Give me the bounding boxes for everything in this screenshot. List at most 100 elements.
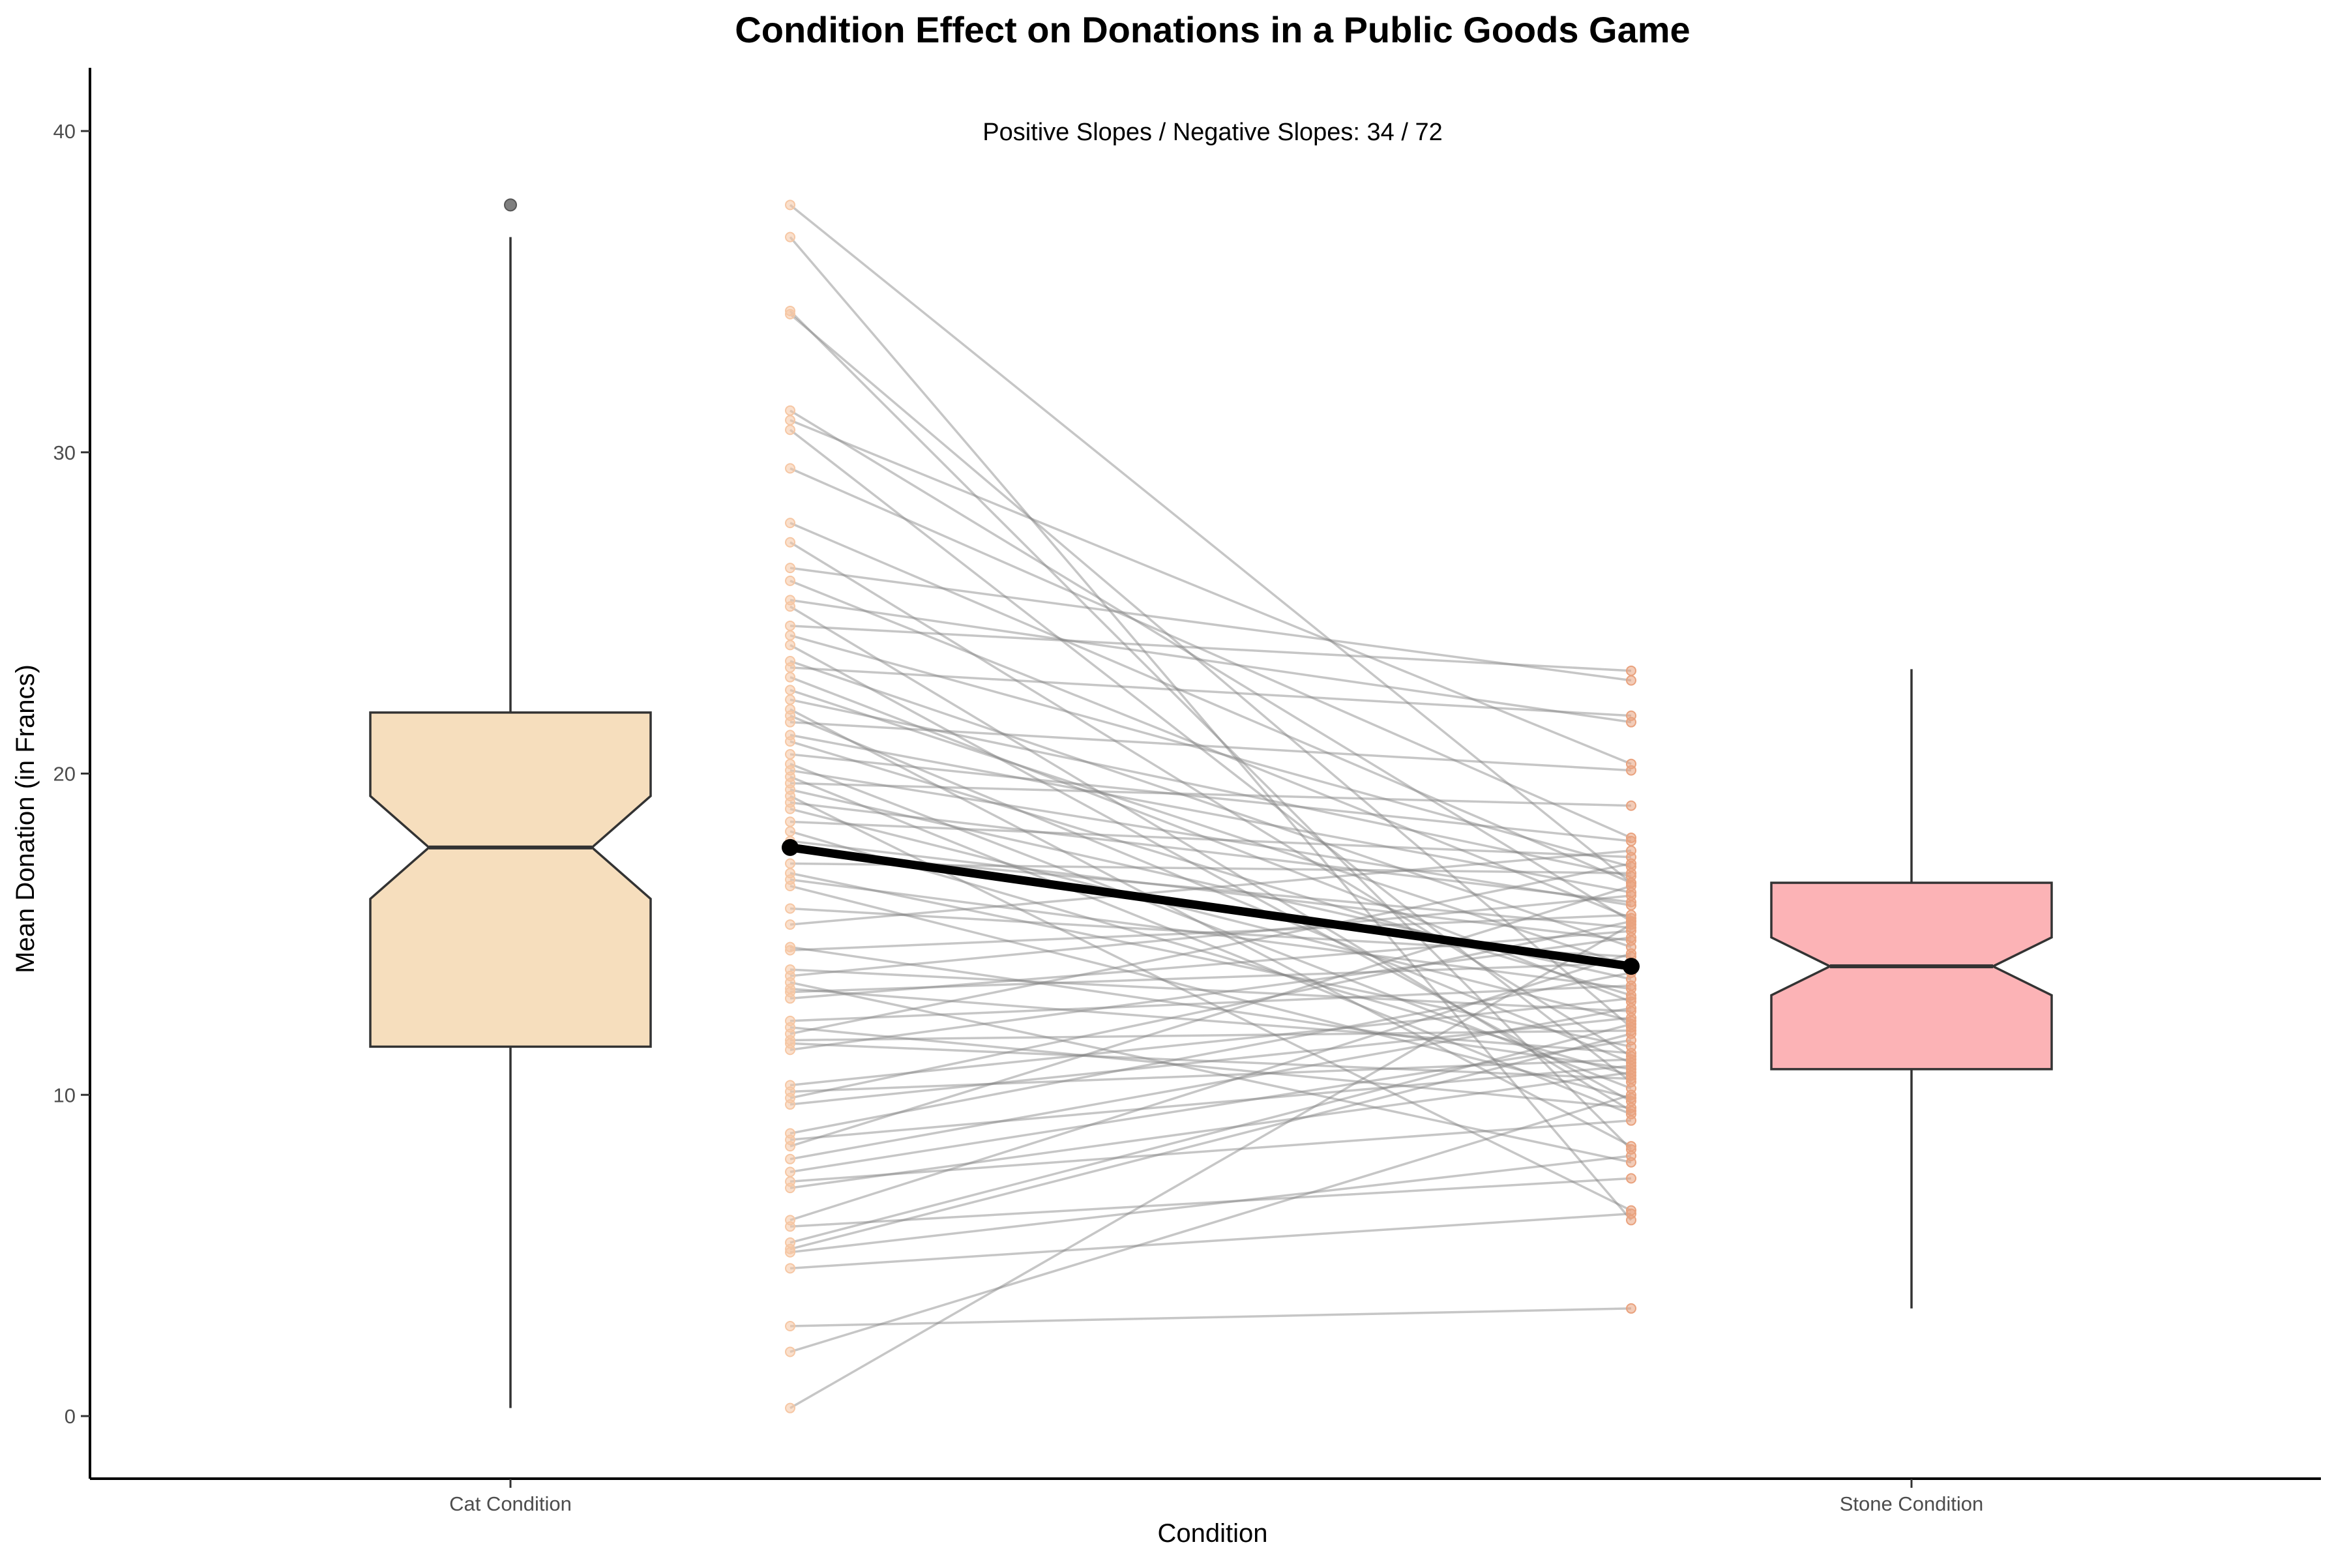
slope-line	[790, 720, 1632, 772]
slope-line	[790, 666, 1632, 717]
point-cat	[785, 717, 795, 728]
slope-line	[790, 936, 1632, 1051]
point-stone	[1626, 1141, 1636, 1152]
slope-line	[790, 984, 1632, 1022]
slope-line	[790, 660, 1632, 949]
slope-line	[790, 698, 1632, 878]
slope-line	[790, 1039, 1632, 1174]
point-stone	[1626, 845, 1636, 856]
point-cat	[785, 803, 795, 814]
point-cat	[785, 308, 795, 319]
point-cat	[785, 685, 795, 696]
slope-line	[790, 1307, 1632, 1327]
slope-line	[790, 605, 1632, 1112]
point-cat	[785, 620, 795, 631]
slope-line	[790, 1119, 1632, 1183]
slope-line	[790, 1065, 1632, 1141]
slope-line	[790, 1093, 1632, 1354]
point-stone	[1626, 1067, 1636, 1078]
slope-line	[790, 913, 1632, 952]
point-cat	[785, 1263, 795, 1274]
slope-line	[790, 952, 1632, 1222]
slope-line	[790, 1032, 1632, 1250]
slope-line	[790, 968, 1632, 1013]
slope-line	[790, 1042, 1632, 1080]
point-stone	[1626, 1102, 1636, 1113]
point-cat	[785, 518, 795, 529]
point-cat	[785, 1183, 795, 1194]
slope-line	[790, 567, 1632, 682]
point-stone	[1626, 858, 1636, 869]
slope-line	[789, 428, 1632, 1083]
slope-line	[790, 522, 1632, 884]
point-cat	[785, 1402, 795, 1413]
slope-line	[790, 769, 1632, 907]
slope-line	[790, 688, 1632, 968]
slope-line	[790, 820, 1632, 859]
point-stone	[1626, 868, 1636, 879]
point-stone	[1626, 890, 1636, 901]
slope-line	[790, 733, 1632, 894]
x-tick-label-cat: Cat Condition	[449, 1492, 572, 1515]
slope-line	[790, 580, 1632, 919]
slope-line	[789, 236, 1632, 1221]
slope-line	[790, 708, 1632, 1147]
slope-line	[790, 782, 1632, 807]
point-cat	[785, 672, 795, 683]
point-cat	[785, 903, 795, 914]
point-cat	[785, 826, 795, 837]
point-cat	[785, 694, 795, 705]
y-tick-label-0: 0	[65, 1405, 76, 1428]
slope-line	[790, 1071, 1632, 1189]
box-cat	[369, 711, 652, 1048]
point-cat	[785, 993, 795, 1004]
point-cat	[785, 748, 795, 760]
point-stone	[1626, 1150, 1636, 1161]
slope-line	[790, 987, 1632, 1054]
slope-line	[790, 643, 1632, 1102]
slope-line	[790, 541, 1632, 1058]
slope-line	[790, 885, 1632, 1099]
point-stone	[1626, 1018, 1636, 1029]
point-cat	[785, 575, 795, 586]
point-cat	[785, 405, 795, 416]
slope-line	[790, 945, 1632, 1071]
y-tick-label-40: 40	[53, 120, 76, 143]
point-stone	[1626, 1115, 1636, 1126]
point-stone	[1626, 932, 1636, 943]
slope-line	[790, 599, 1632, 724]
slope-line	[790, 753, 1632, 842]
slope-line	[790, 409, 1632, 923]
slope-line	[790, 634, 1632, 868]
slope-line	[790, 923, 1632, 1410]
slope-line	[790, 1026, 1632, 1109]
y-tick-label-30: 30	[53, 441, 76, 464]
slope-line	[790, 840, 1632, 942]
outlier-cat-0	[504, 198, 517, 212]
slope-line	[790, 895, 1632, 977]
slope-line	[790, 930, 1632, 1000]
point-stone	[1626, 980, 1636, 991]
point-cat	[785, 640, 795, 651]
slope-line	[790, 830, 1632, 1077]
slope-line	[790, 962, 1632, 994]
slope-line	[790, 801, 1632, 904]
slope-line	[790, 878, 1632, 990]
slope-line	[790, 419, 1632, 765]
slope-line	[790, 808, 1632, 1022]
slope-line	[790, 1177, 1632, 1228]
point-cat	[785, 919, 795, 930]
y-axis-title: Mean Donation (in Francs)	[11, 664, 40, 973]
point-cat	[785, 1321, 795, 1332]
mean-line	[786, 843, 1636, 971]
slope-line	[789, 203, 1632, 884]
point-cat	[785, 1346, 795, 1357]
slope-line	[790, 1212, 1632, 1270]
point-cat	[785, 1166, 795, 1177]
slope-line	[789, 310, 1632, 1151]
slope-line	[790, 872, 1632, 1048]
point-cat	[785, 662, 795, 673]
slope-line	[790, 885, 1632, 1147]
slope-line	[790, 1016, 1632, 1106]
chart-title: Condition Effect on Donations in a Publi…	[735, 9, 1690, 50]
